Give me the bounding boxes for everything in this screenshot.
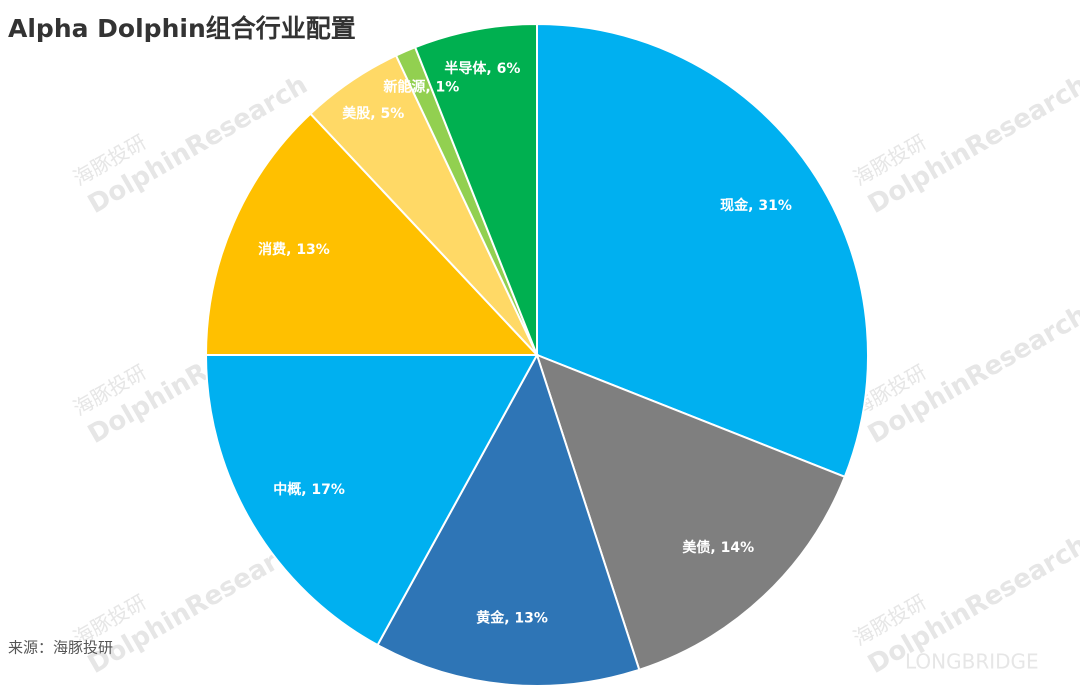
data-label: 消费, 13% [258, 241, 330, 258]
data-label: 新能源, 1% [383, 79, 459, 96]
pie-slice [204, 354, 539, 647]
data-label: 美债, 14% [682, 539, 754, 556]
data-label: 美股, 5% [342, 105, 404, 122]
data-label: 半导体, 6% [444, 60, 520, 77]
data-label: 现金, 31% [720, 197, 792, 214]
pie-slice [536, 22, 869, 479]
data-label: 中概, 17% [273, 481, 345, 498]
pie-slice [204, 112, 540, 356]
watermark-text: LONGBRIDGE [905, 650, 1039, 674]
pie-slice [413, 22, 538, 356]
pie-slice [376, 352, 641, 686]
chart-title: Alpha Dolphin组合行业配置 [8, 14, 356, 43]
data-label: 黄金, 13% [476, 610, 548, 627]
source: 来源：海豚投研 [8, 639, 113, 657]
